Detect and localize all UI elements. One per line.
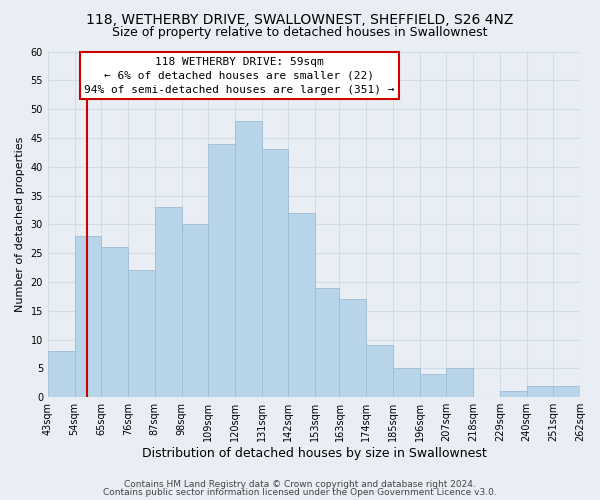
Bar [235, 120, 262, 397]
Bar [74, 236, 101, 397]
Bar [366, 346, 393, 397]
Bar [48, 351, 74, 397]
Bar [101, 248, 128, 397]
Bar [393, 368, 419, 397]
Text: Size of property relative to detached houses in Swallownest: Size of property relative to detached ho… [112, 26, 488, 39]
Bar [289, 213, 315, 397]
Bar [446, 368, 473, 397]
Text: Contains HM Land Registry data © Crown copyright and database right 2024.: Contains HM Land Registry data © Crown c… [124, 480, 476, 489]
Bar [419, 374, 446, 397]
X-axis label: Distribution of detached houses by size in Swallownest: Distribution of detached houses by size … [142, 447, 487, 460]
Bar [340, 300, 366, 397]
Bar [527, 386, 553, 397]
Text: 118 WETHERBY DRIVE: 59sqm
← 6% of detached houses are smaller (22)
94% of semi-d: 118 WETHERBY DRIVE: 59sqm ← 6% of detach… [84, 56, 395, 94]
Bar [500, 392, 527, 397]
Bar [208, 144, 235, 397]
Bar [553, 386, 580, 397]
Bar [262, 150, 289, 397]
Bar [155, 207, 182, 397]
Text: Contains public sector information licensed under the Open Government Licence v3: Contains public sector information licen… [103, 488, 497, 497]
Bar [128, 270, 155, 397]
Bar [315, 288, 340, 397]
Y-axis label: Number of detached properties: Number of detached properties [15, 136, 25, 312]
Bar [182, 224, 208, 397]
Text: 118, WETHERBY DRIVE, SWALLOWNEST, SHEFFIELD, S26 4NZ: 118, WETHERBY DRIVE, SWALLOWNEST, SHEFFI… [86, 12, 514, 26]
